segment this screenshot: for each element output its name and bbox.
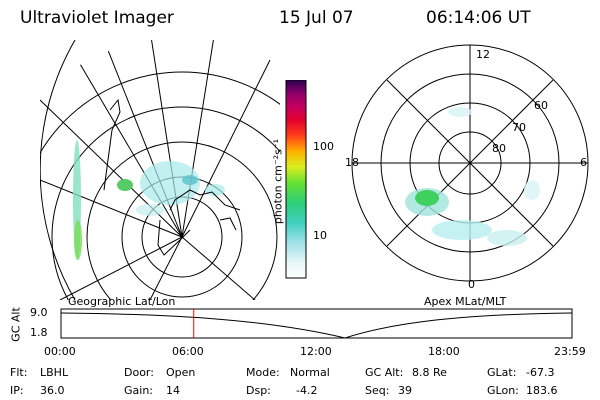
lat-circle — [86, 141, 278, 300]
mlt-label-12: 12 — [476, 48, 490, 61]
meridian-line — [181, 59, 271, 238]
altitude-ytick-top: 9.0 — [30, 306, 48, 319]
dsp-value: -4.2 — [296, 384, 318, 397]
time-tick-1800: 18:00 — [428, 345, 460, 358]
altitude-ytick-bottom: 1.8 — [30, 326, 48, 339]
door-value: Open — [166, 366, 196, 379]
colorbar-unit-label: photon cm⁻²s⁻¹ — [271, 138, 285, 225]
lat-label-80: 80 — [492, 142, 506, 155]
mode-value: Normal — [290, 366, 330, 379]
glon-value: 183.6 — [526, 384, 558, 397]
dsp-label: Dsp: — [246, 384, 271, 397]
lat-circle — [40, 71, 280, 300]
meridian-line — [149, 236, 183, 300]
coastline — [103, 98, 241, 256]
meridian-line — [59, 236, 183, 300]
meridian-line — [181, 236, 256, 300]
time-label: 06:14:06 UT — [426, 8, 531, 28]
lat-circle — [51, 106, 280, 300]
meridian-line — [181, 40, 216, 238]
altitude-chart — [60, 308, 573, 339]
left-plot-caption: Geographic Lat/Lon — [68, 295, 176, 308]
gain-value: 14 — [166, 384, 180, 397]
polar-plot — [351, 44, 589, 282]
geographic-map — [40, 40, 280, 300]
colorbar-tick-10: 10 — [313, 229, 327, 242]
time-tick-0000: 00:00 — [44, 345, 76, 358]
colorbar — [285, 80, 307, 279]
ip-label: IP: — [10, 384, 24, 397]
mlt-label-18: 18 — [345, 156, 359, 169]
mode-label: Mode: — [246, 366, 280, 379]
lat-label-60: 60 — [534, 99, 548, 112]
seq-label: Seq: — [365, 384, 390, 397]
glon-label: GLon: — [487, 384, 519, 397]
colorbar-tick-100: 100 — [313, 140, 334, 153]
ip-value: 36.0 — [40, 384, 65, 397]
altitude-ylabel: GC Alt — [9, 307, 23, 342]
door-label: Door: — [124, 366, 154, 379]
mlt-label-6: 6 — [580, 156, 587, 169]
aurora-emission — [73, 140, 225, 260]
glat-value: -67.3 — [526, 366, 555, 379]
time-tick-2359: 23:59 — [554, 345, 586, 358]
lat-label-70: 70 — [512, 121, 526, 134]
aurora-emission — [405, 107, 540, 246]
filter-label: Flt: — [10, 366, 28, 379]
time-tick-1200: 12:00 — [300, 345, 332, 358]
time-tick-0600: 06:00 — [172, 345, 204, 358]
gcalt-value: 8.8 Re — [412, 366, 447, 379]
altitude-curve — [60, 312, 573, 339]
gain-label: Gain: — [124, 384, 153, 397]
filter-value: LBHL — [40, 366, 69, 379]
mlt-label-0: 0 — [468, 278, 475, 291]
instrument-title: Ultraviolet Imager — [20, 8, 174, 28]
glat-label: GLat: — [487, 366, 517, 379]
right-plot-caption: Apex MLat/MLT — [424, 295, 507, 308]
meridian-line — [40, 179, 183, 238]
date-label: 15 Jul 07 — [279, 8, 354, 28]
earth-limb — [40, 40, 76, 300]
seq-value: 39 — [398, 384, 412, 397]
gcalt-label: GC Alt: — [365, 366, 404, 379]
